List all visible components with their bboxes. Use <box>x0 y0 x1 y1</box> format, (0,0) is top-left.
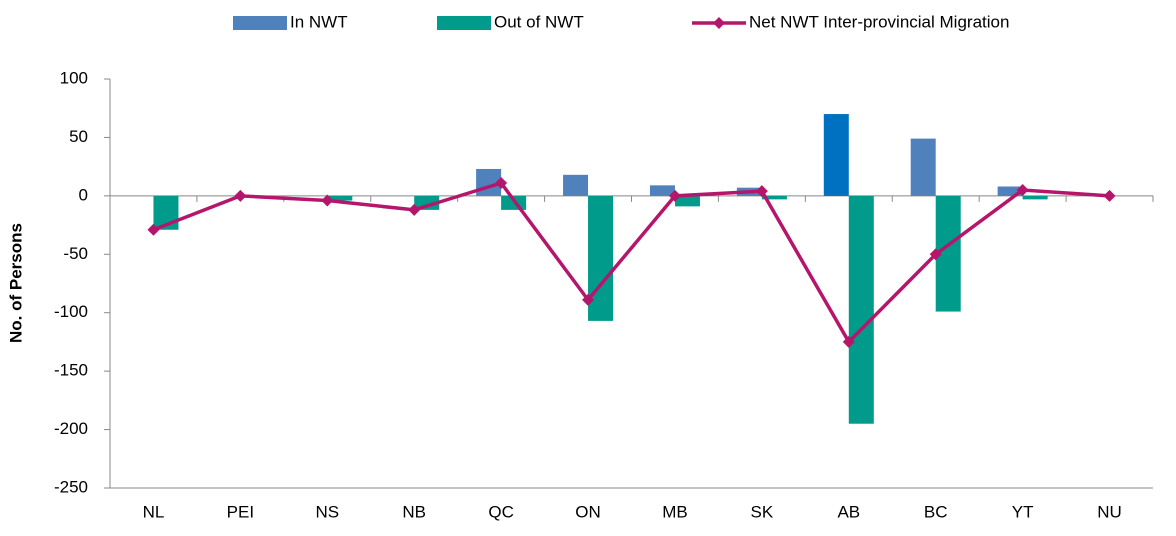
x-tick-label: NB <box>402 502 426 521</box>
marker <box>321 194 334 207</box>
marker <box>755 185 768 198</box>
line <box>152 180 1110 345</box>
bar <box>823 114 849 196</box>
marker <box>1103 189 1116 202</box>
bar <box>997 186 1023 196</box>
bar <box>563 174 589 196</box>
marker <box>234 189 247 202</box>
y-tick-label: 50 <box>69 127 88 146</box>
legend-swatch <box>437 16 491 30</box>
marker <box>495 177 508 190</box>
y-tick-label: -250 <box>54 477 88 496</box>
y-tick-label: -200 <box>54 419 88 438</box>
legend-label: Net NWT Inter-provincial Migration <box>749 12 1009 31</box>
y-tick-label: -100 <box>54 302 88 321</box>
y-tick-label: -50 <box>63 244 88 263</box>
x-tick-label: QC <box>488 502 514 521</box>
marker <box>668 189 681 202</box>
legend-swatch <box>233 16 287 30</box>
x-tick-label: AB <box>837 502 860 521</box>
marker <box>147 223 160 236</box>
x-tick-label: BC <box>924 502 948 521</box>
marker <box>582 293 595 306</box>
marker <box>929 248 942 261</box>
y-tick-label: 100 <box>60 68 88 87</box>
x-tick-label: NL <box>143 502 165 521</box>
y-axis-label: No. of Persons <box>6 223 25 343</box>
legend-label: Out of NWT <box>494 12 584 31</box>
legend-label: In NWT <box>290 12 348 31</box>
x-tick-label: NU <box>1097 502 1122 521</box>
marker <box>842 335 855 348</box>
x-tick-label: SK <box>751 502 774 521</box>
bar <box>1022 195 1048 200</box>
x-tick-label: NS <box>315 502 339 521</box>
x-tick-label: PEI <box>227 502 254 521</box>
x-tick-label: YT <box>1012 502 1034 521</box>
x-tick-label: MB <box>662 502 688 521</box>
legend-marker <box>713 17 725 29</box>
bar <box>649 185 675 196</box>
x-tick-label: ON <box>575 502 601 521</box>
bar <box>761 195 787 200</box>
bar <box>910 138 936 196</box>
bar <box>588 195 614 321</box>
y-tick-label: 0 <box>79 185 88 204</box>
marker <box>1016 184 1029 197</box>
bar <box>674 195 700 207</box>
bar <box>327 195 353 201</box>
marker <box>408 203 421 216</box>
y-tick-label: -150 <box>54 361 88 380</box>
bar <box>848 195 874 424</box>
